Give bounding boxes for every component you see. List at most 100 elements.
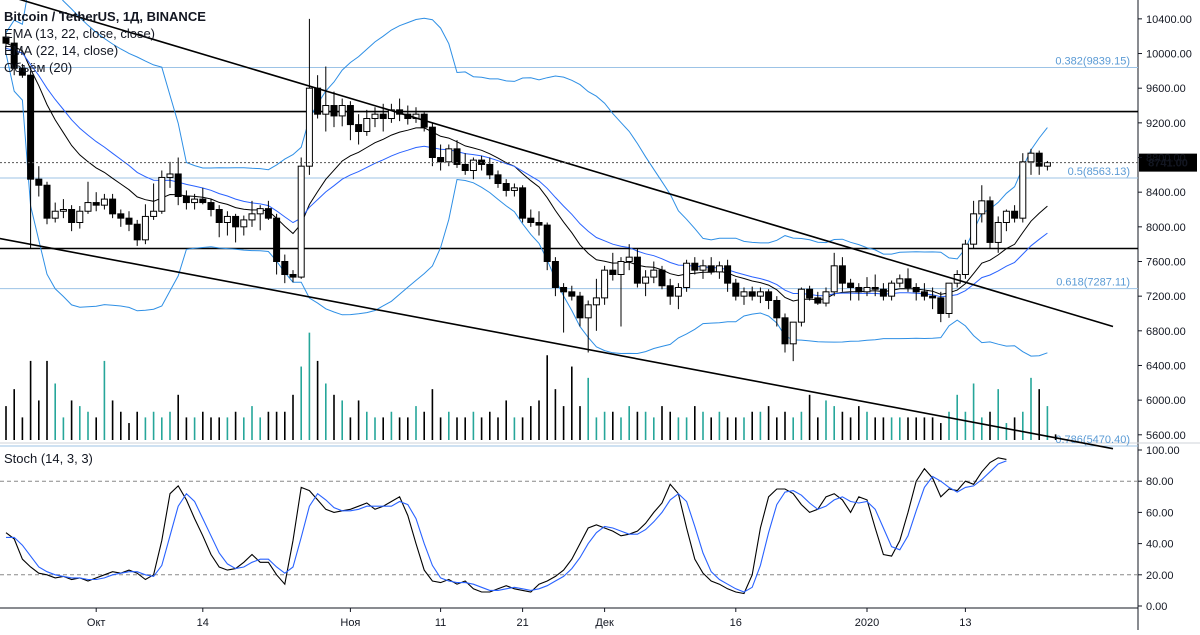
candle-body [314, 87, 322, 115]
volume-bar [1005, 423, 1008, 440]
time-tick-label: 16 [730, 617, 742, 629]
candle-body [84, 202, 92, 212]
stoch-tick-label: 100.00 [1146, 445, 1180, 457]
candle-body [27, 74, 35, 180]
volume-bar [923, 417, 926, 440]
ema-slow-legend[interactable]: ЕМА (22, 14, close) [4, 43, 119, 58]
candle-body [166, 173, 174, 178]
candle-body [699, 265, 707, 271]
volume-bar [694, 406, 696, 440]
candle-body [838, 265, 846, 284]
last-price-badge [1139, 153, 1197, 172]
candle-body [174, 173, 182, 198]
candle-body [724, 265, 732, 284]
stoch-legend[interactable]: Stoch (14, 3, 3) [4, 451, 93, 466]
candle-body [609, 269, 617, 275]
volume-bar [1046, 406, 1049, 440]
volume-bar [800, 411, 803, 440]
candle-body [182, 196, 190, 204]
candle-body [371, 113, 379, 120]
trendline [18, 0, 1114, 328]
candle-body [650, 269, 658, 278]
candle-body [289, 273, 297, 278]
candle-body [601, 269, 609, 299]
candle-body [51, 210, 59, 219]
candle-body [707, 265, 715, 273]
volume-bar [5, 406, 7, 440]
volume-bar [841, 411, 844, 440]
candle-body [297, 165, 305, 278]
volume-bar [489, 411, 491, 440]
candle-body [330, 105, 338, 117]
time-tick-label: Ноя [340, 617, 360, 629]
candle-body [617, 260, 625, 275]
volume-bar [431, 389, 434, 440]
volume-bar [628, 406, 630, 440]
volume-legend[interactable]: Объём (20) [4, 60, 73, 75]
candle-body [945, 282, 953, 314]
volume-bar [292, 394, 294, 440]
candle-body [806, 288, 814, 299]
volume-bar [1022, 411, 1024, 440]
candle-body [445, 148, 453, 163]
time-tick-label: 14 [197, 617, 209, 629]
candle-body [510, 187, 518, 191]
volume-bar [152, 411, 155, 440]
candle-body [338, 105, 346, 117]
volume-bar [308, 332, 311, 440]
volume-bar [710, 417, 712, 440]
candle-body [543, 224, 551, 262]
volume-bar [579, 406, 581, 440]
candle-body [568, 291, 576, 297]
volume-bar [275, 411, 278, 440]
volume-bar [874, 417, 876, 440]
chart-title: Bitcoin / TetherUS, 1Д, BINANCE [4, 9, 206, 24]
candle-body [781, 317, 789, 345]
volume-bar [751, 411, 753, 440]
volume-bar [825, 400, 827, 440]
candle-body [847, 282, 855, 288]
volume-bar [702, 411, 704, 440]
candle-body [125, 217, 133, 225]
candle-body [2, 36, 10, 44]
stoch-tick-label: 80.00 [1146, 476, 1174, 488]
volume-bar [87, 411, 89, 440]
time-tick-label: 13 [959, 617, 971, 629]
price-tick-label: 5600.00 [1146, 430, 1186, 442]
candle-body [191, 198, 199, 204]
volume-bar [661, 406, 663, 440]
fib-level-label: 0.786(5470.40) [1055, 434, 1130, 446]
candle-body [59, 209, 67, 212]
volume-bar [407, 417, 409, 440]
candle-body [461, 163, 469, 172]
candle-body [1043, 162, 1051, 167]
candle-body [346, 105, 354, 126]
volume-bar [374, 417, 376, 440]
volume-bar [46, 360, 48, 440]
ema-fast-legend[interactable]: EMA (13, 22, close, close) [4, 26, 156, 41]
volume-bar [685, 417, 688, 440]
candle-body [109, 198, 117, 215]
volume-bar [595, 417, 598, 440]
volume-bar [513, 417, 516, 440]
volume-bar [398, 417, 401, 440]
volume-bar [735, 417, 737, 440]
candle-body [666, 285, 674, 297]
volume-bar [808, 394, 811, 440]
candle-body [469, 159, 477, 172]
fib-level-label: 0.618(7287.11) [1056, 277, 1130, 289]
volume-bar [366, 411, 368, 440]
volume-bar [243, 417, 245, 440]
candle-body [453, 148, 461, 165]
volume-bar [866, 411, 868, 440]
volume-bar [62, 417, 65, 440]
volume-bar [79, 406, 81, 440]
candle-body [683, 262, 691, 288]
price-tick-label: 7200.00 [1146, 291, 1186, 303]
candle-body [691, 262, 699, 271]
volume-bar [940, 423, 942, 440]
candle-body [248, 213, 256, 221]
candle-body [560, 286, 568, 293]
volume-bar [1038, 389, 1040, 440]
